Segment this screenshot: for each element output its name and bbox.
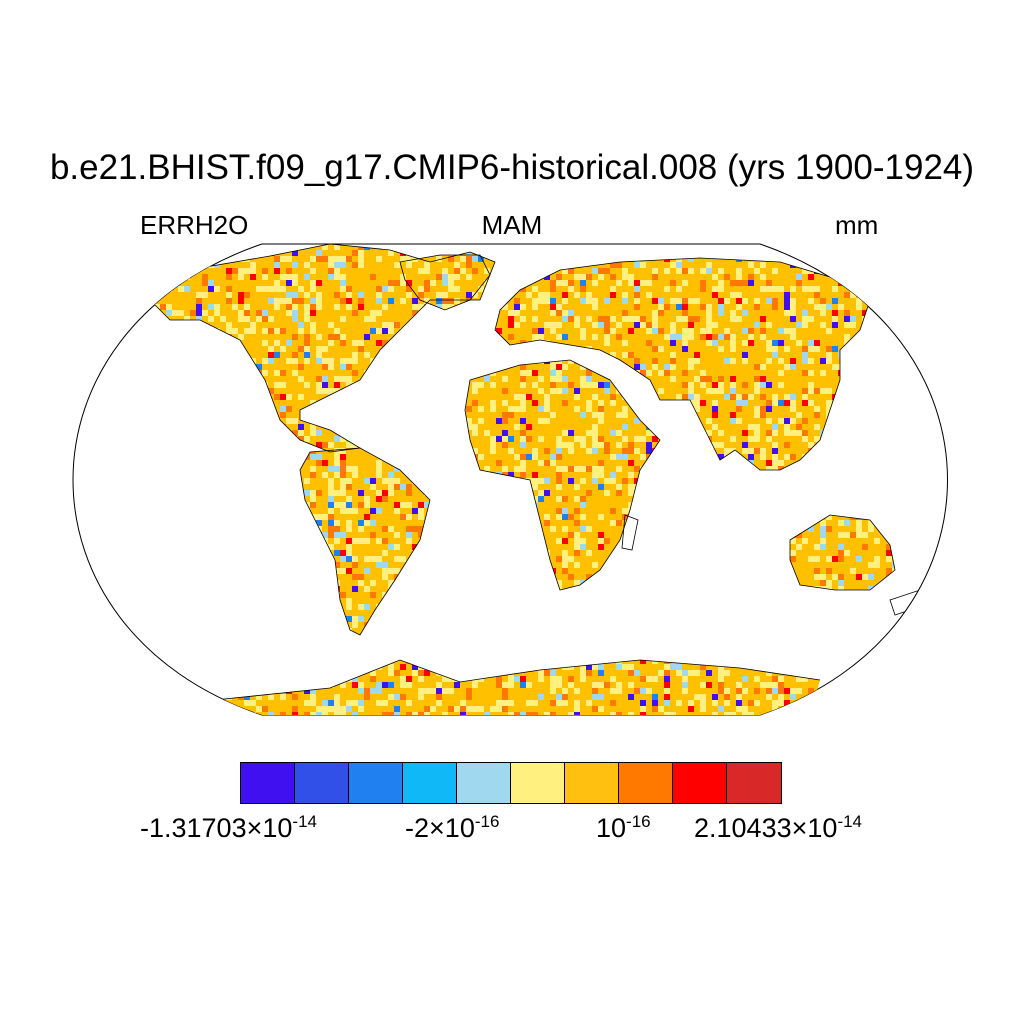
colorbar bbox=[240, 762, 782, 804]
colorbar-label-max: 2.10433×10-14 bbox=[694, 812, 863, 843]
colorbar-swatch bbox=[727, 763, 781, 803]
colorbar-swatch bbox=[619, 763, 673, 803]
plot-title: b.e21.BHIST.f09_g17.CMIP6-historical.008… bbox=[49, 148, 975, 187]
colorbar-swatch bbox=[673, 763, 727, 803]
coastlines bbox=[149, 244, 936, 701]
season-label: MAM bbox=[481, 210, 543, 240]
colorbar-swatch bbox=[295, 763, 349, 803]
colorbar-swatch bbox=[403, 763, 457, 803]
colorbar-swatch bbox=[241, 763, 295, 803]
units-label: mm bbox=[835, 210, 879, 240]
landmass bbox=[495, 258, 870, 470]
colorbar-label-positive: 10-16 bbox=[596, 812, 651, 843]
colorbar-swatch bbox=[565, 763, 619, 803]
colorbar-label-negative: -2×10-16 bbox=[405, 812, 500, 843]
variable-label: ERRH2O bbox=[140, 210, 249, 240]
colorbar-swatch bbox=[349, 763, 403, 803]
colorbar-swatch bbox=[511, 763, 565, 803]
colorbar-swatch bbox=[457, 763, 511, 803]
colorbar-label-min: -1.31703×10-14 bbox=[140, 812, 317, 843]
